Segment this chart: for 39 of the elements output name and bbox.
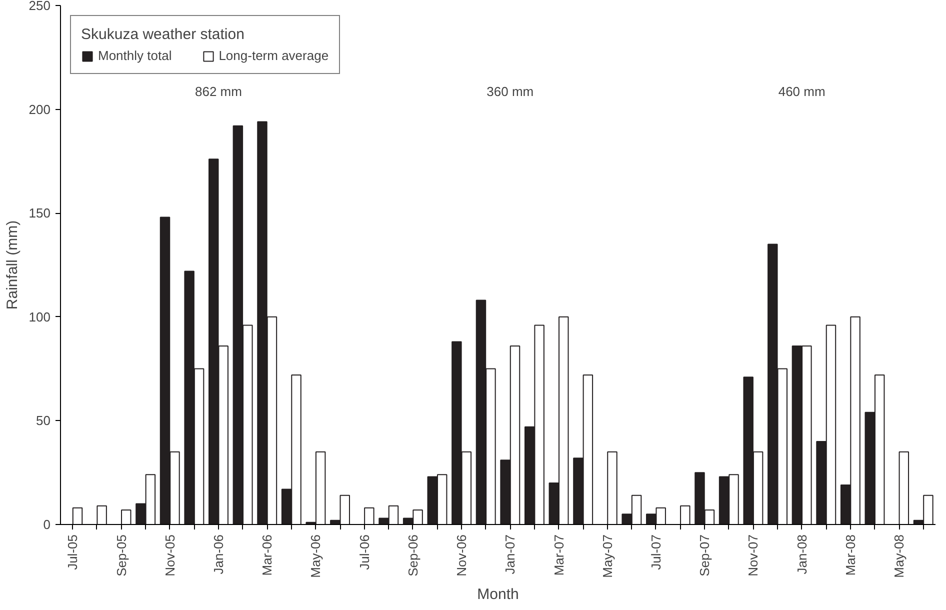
bar [72,507,83,524]
x-tick-label: Sep-06 [405,534,420,576]
y-tick-label: 50 [36,413,51,428]
y-tick-label: 250 [28,0,51,13]
annotation: 360 mm [486,84,534,99]
bar [898,451,910,524]
x-tick-label: Jan-08 [794,534,810,574]
annotation: 460 mm [778,84,826,99]
y-axis-title: Rainfall (mm) [4,220,21,310]
bar [121,509,132,524]
legend-title: Skukuza weather station [81,26,246,43]
bar [364,507,374,524]
y-tick-label: 150 [28,206,51,221]
x-tick-label: Jul-07 [648,534,664,570]
legend-label: Monthly total [98,48,172,63]
y-tick-label: 0 [43,517,51,532]
x-tick-label: Nov-07 [746,534,761,576]
x-tick-label: Sep-07 [697,534,712,576]
annotation: 862 mm [195,84,242,99]
bar [680,505,690,524]
x-tick-label: Sep-05 [114,534,129,576]
x-tick-label: Mar-07 [551,534,566,576]
x-tick-label: Jan-06 [210,534,226,574]
x-tick-label: May-08 [892,534,907,578]
y-tick-label: 200 [28,102,51,117]
x-tick-label: Nov-06 [454,534,470,576]
x-tick-label: May-06 [308,534,324,578]
x-tick-label: Mar-08 [842,534,858,576]
bar [96,505,107,524]
y-tick-label: 100 [28,309,51,324]
x-axis-title: Month [477,586,519,603]
x-tick-label: May-07 [600,534,615,578]
x-tick-label: Nov-05 [162,534,178,576]
x-tick-label: Jul-05 [65,534,80,570]
x-tick-label: Mar-06 [260,534,275,576]
x-tick-label: Jul-06 [356,534,372,570]
legend-label: Long-term average [218,48,329,63]
x-tick-label: Jan-07 [502,534,518,574]
bar [607,451,618,524]
